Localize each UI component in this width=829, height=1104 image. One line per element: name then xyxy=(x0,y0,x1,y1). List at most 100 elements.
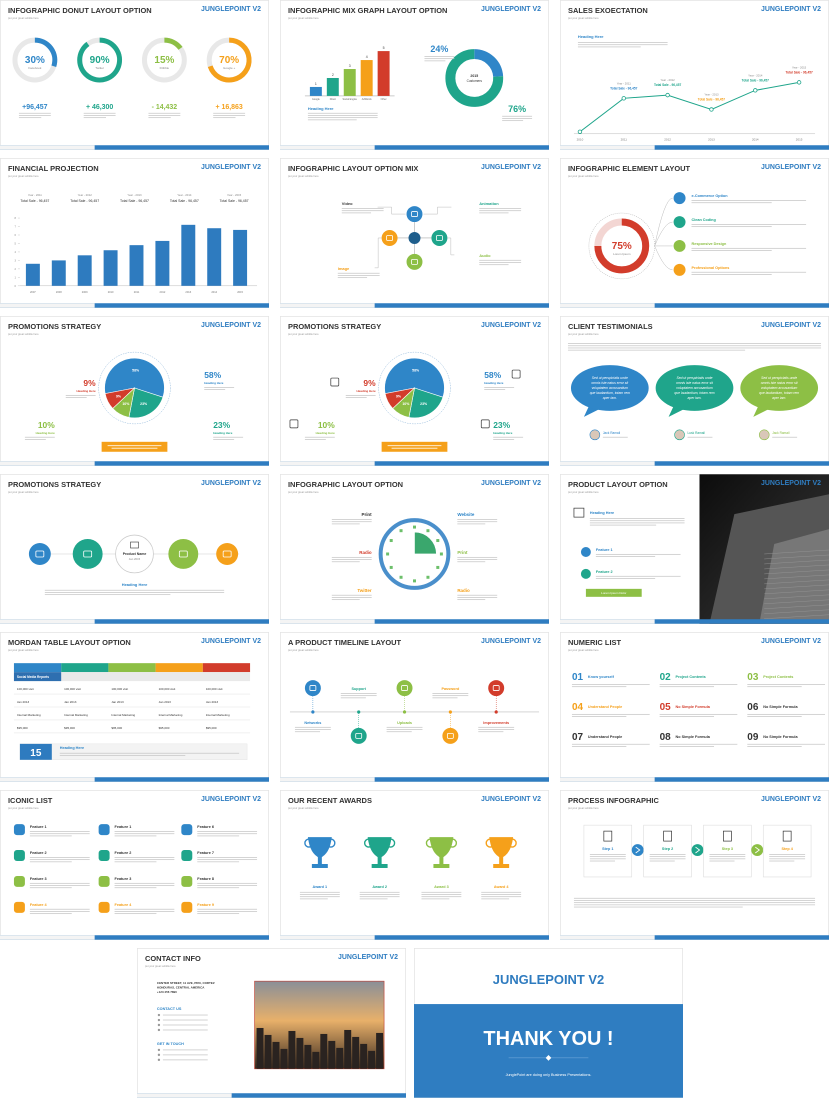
label: 01 xyxy=(572,672,584,683)
window-row xyxy=(764,569,829,575)
timeline-dot xyxy=(311,710,315,714)
pie-slice xyxy=(384,357,445,398)
text-line xyxy=(162,1014,208,1016)
text-line xyxy=(691,271,807,273)
subtitle: put your great subtitle here xyxy=(8,490,39,494)
building xyxy=(288,1030,296,1069)
label: 58% xyxy=(132,369,139,373)
text-line xyxy=(659,713,738,715)
label: Print xyxy=(361,512,372,517)
dashed-ring xyxy=(378,351,451,425)
bar xyxy=(25,263,40,286)
text-line xyxy=(197,833,258,835)
label: Twitter xyxy=(357,588,372,593)
label: aper iam. xyxy=(687,396,701,400)
label: 9% xyxy=(83,378,96,388)
text-line xyxy=(197,887,240,889)
subtitle: put your great subtitle here xyxy=(288,332,319,336)
text-line xyxy=(337,277,368,279)
header-cell xyxy=(13,663,62,673)
label: Internal Marketing xyxy=(111,713,135,717)
speech-bubble xyxy=(740,365,819,411)
label: 24% xyxy=(430,44,448,54)
text-line xyxy=(691,226,772,228)
text-line xyxy=(571,686,627,688)
text-line xyxy=(204,387,235,388)
label: voluptatem accusantium xyxy=(761,386,798,390)
icon xyxy=(330,377,340,387)
label: Sed ut perspiciatis unde xyxy=(592,376,628,380)
text-line xyxy=(148,117,171,119)
icon xyxy=(580,547,591,557)
speech-bubble xyxy=(570,365,649,411)
icon xyxy=(673,192,686,205)
text-line xyxy=(691,274,772,275)
icon xyxy=(304,680,321,697)
text-line xyxy=(44,589,225,591)
avatar xyxy=(589,429,601,441)
label: 23% xyxy=(493,420,510,430)
slide: Print Website Radio Print Twitter Radio INFOGR… xyxy=(280,474,549,624)
text-line xyxy=(197,861,240,863)
label: Year - 2011 xyxy=(617,81,631,85)
text-line xyxy=(29,911,90,912)
label: GET IN TOUCH xyxy=(157,1042,184,1046)
text-line xyxy=(502,118,533,119)
slide: 01 Know yourself 02 Project Contents 03 Proje… xyxy=(560,632,829,782)
icon xyxy=(181,875,193,887)
bar xyxy=(51,260,66,286)
label: Product Name xyxy=(123,552,147,556)
y-tick-label: 6 xyxy=(15,233,17,237)
label: Jan 2013 xyxy=(206,700,219,704)
label: Feature 2 xyxy=(596,570,613,574)
text-line xyxy=(691,202,772,204)
footer-strip xyxy=(137,1093,232,1098)
subtitle: put your great subtitle here xyxy=(8,648,39,652)
building xyxy=(328,1040,336,1069)
text-line xyxy=(162,1024,208,1026)
subtitle: put your great subtitle here xyxy=(568,806,599,810)
building xyxy=(320,1033,328,1069)
label: $95,000 xyxy=(159,726,170,730)
text-line xyxy=(432,695,469,697)
text-line xyxy=(29,857,90,858)
arc xyxy=(594,218,650,274)
connector xyxy=(654,245,673,271)
y-tick-label: 8 xyxy=(15,216,17,220)
label: Feature 8 xyxy=(197,877,214,881)
text-line xyxy=(213,112,246,114)
text-line xyxy=(197,835,240,837)
building xyxy=(360,1043,368,1069)
clock-dot xyxy=(436,565,440,569)
text-line xyxy=(457,559,498,560)
label: Feature 4 xyxy=(115,903,133,907)
footer-bar xyxy=(280,777,549,782)
building xyxy=(344,1029,352,1069)
label: Heading Here xyxy=(36,431,55,435)
connector xyxy=(374,237,382,269)
label: 90% xyxy=(90,55,110,66)
label: que laudantium, totam rem xyxy=(759,391,799,395)
clock-dot xyxy=(386,552,390,556)
subtitle: put your great subtitle here xyxy=(8,332,39,336)
window-row xyxy=(764,614,829,619)
footer-strip xyxy=(280,935,375,940)
slide-title: PROMOTIONS STRATEGY xyxy=(8,322,101,331)
icon xyxy=(442,727,459,744)
label: Feature 1 xyxy=(596,548,613,552)
text-line xyxy=(114,887,157,889)
label: Heading Here xyxy=(213,431,232,435)
timeline-dot xyxy=(494,710,498,714)
label: Feature 6 xyxy=(197,825,214,829)
label: 02 xyxy=(660,672,672,683)
label: 09 xyxy=(747,732,759,743)
brand: JUNGLEPOINT V2 xyxy=(201,164,261,171)
icon xyxy=(13,875,25,887)
label: 9% xyxy=(363,378,376,388)
brand: JUNGLEPOINT V2 xyxy=(481,322,541,329)
label: Image xyxy=(338,266,350,271)
label: Award 3 xyxy=(434,885,449,889)
label: 06 xyxy=(747,702,759,713)
bar xyxy=(207,228,222,286)
footer-strip xyxy=(0,461,95,466)
